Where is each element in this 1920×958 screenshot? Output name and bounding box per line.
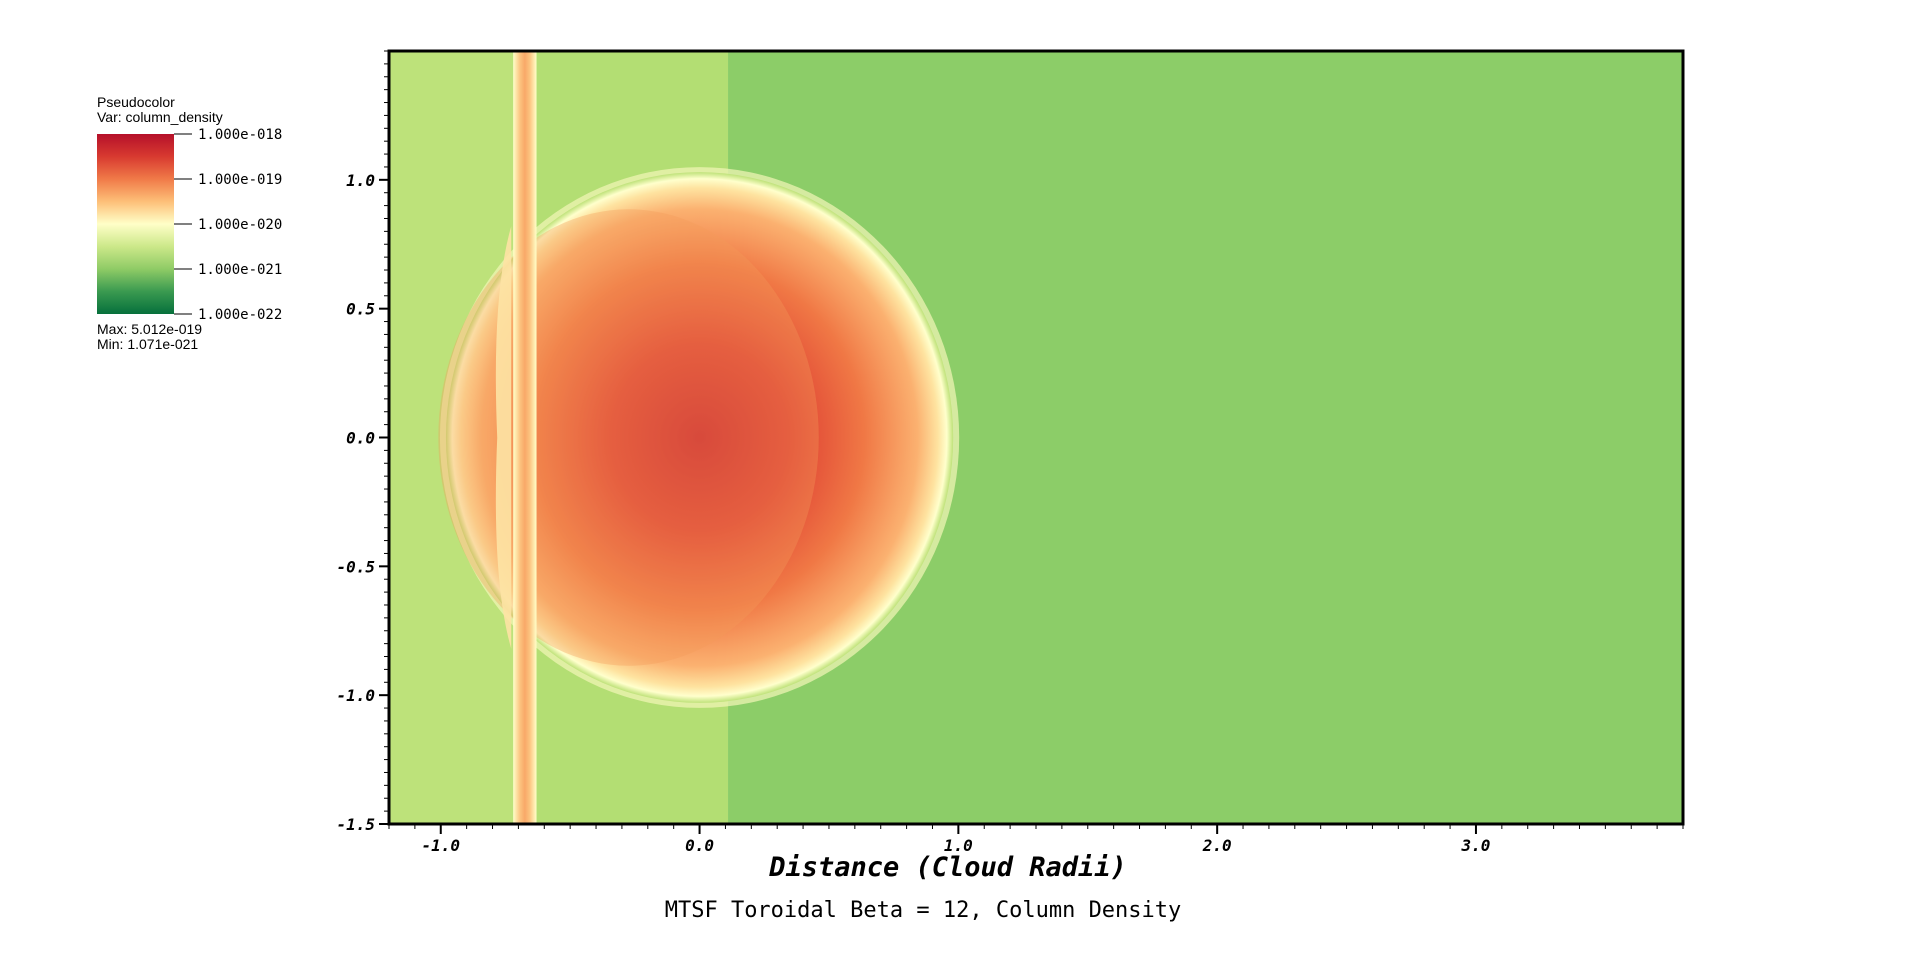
legend-min: Min: 1.071e-021 [97, 336, 199, 352]
x-tick-label: 1.0 [944, 836, 973, 855]
y-tick-label: -0.5 [336, 557, 375, 576]
legend-color-bar [97, 134, 174, 314]
legend-plot-type: Pseudocolor [97, 94, 175, 110]
shock-flare [495, 226, 512, 649]
cloud-compression [438, 209, 819, 666]
legend-variable: Var: column_density [97, 109, 223, 125]
y-tick-label: 0.5 [346, 300, 375, 319]
legend-tick-label: 1.000e-018 [198, 127, 282, 143]
legend-max: Max: 5.012e-019 [97, 321, 203, 337]
legend-tick-label: 1.000e-022 [198, 307, 282, 323]
legend-tick-label: 1.000e-019 [198, 172, 282, 188]
chart-title: MTSF Toroidal Beta = 12, Column Density [665, 898, 1182, 923]
x-tick-label: -1.0 [421, 836, 460, 855]
cloud-density-core [445, 172, 954, 703]
legend-tick-label: 1.000e-020 [198, 217, 282, 233]
y-tick-label: 0.0 [346, 429, 375, 448]
x-tick-label: 2.0 [1202, 836, 1232, 855]
shock-band [513, 51, 537, 824]
legend-tick-label: 1.000e-021 [198, 262, 282, 278]
x-axis-label: Distance (Cloud Radii) [768, 852, 1127, 883]
y-tick-label: -1.0 [336, 686, 375, 705]
y-tick-label: -1.5 [336, 815, 375, 834]
x-tick-label: 3.0 [1461, 836, 1491, 855]
color-legend: 1.000e-018 1.000e-019 1.000e-020 1.000e-021… [97, 127, 282, 323]
x-tick-label: 0.0 [685, 836, 714, 855]
y-tick-label: 1.0 [346, 171, 375, 190]
